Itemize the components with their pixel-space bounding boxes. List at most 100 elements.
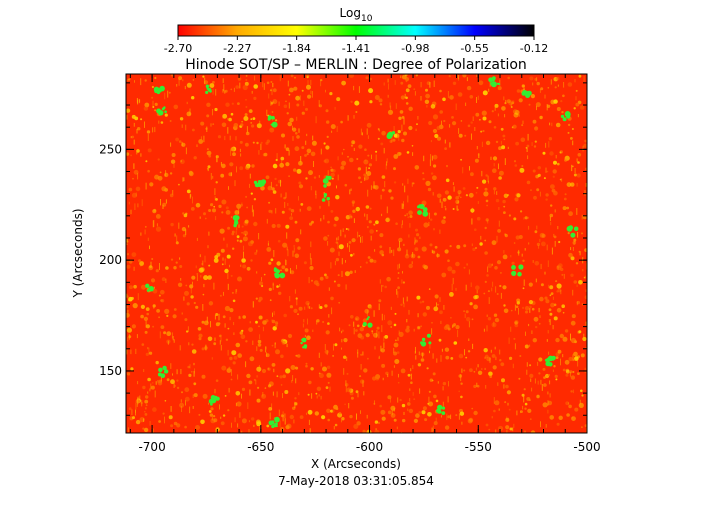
map-streak [431, 249, 433, 253]
map-mottle [426, 367, 429, 370]
map-mottle [488, 120, 492, 124]
map-streak [353, 327, 355, 335]
map-streak [504, 158, 506, 165]
map-mottle [219, 228, 225, 234]
map-streak [407, 195, 409, 203]
map-mottle [521, 165, 524, 167]
map-streak [296, 264, 297, 270]
map-streak [285, 259, 286, 266]
map-mottle [506, 194, 510, 197]
map-mottle [521, 84, 525, 88]
map-mottle [381, 188, 385, 192]
map-mottle [395, 339, 397, 342]
map-mottle [245, 195, 248, 198]
map-streak [563, 82, 565, 88]
map-mottle [359, 327, 364, 332]
map-streak [522, 405, 524, 410]
map-streak [404, 93, 406, 99]
map-patch [570, 232, 576, 238]
map-streak [130, 349, 132, 355]
map-mottle [256, 366, 262, 372]
map-mottle [299, 162, 303, 165]
map-streak [409, 223, 411, 228]
map-streak [306, 133, 308, 137]
map-streak [415, 346, 416, 353]
map-mottle [564, 329, 569, 333]
map-mottle [580, 353, 585, 358]
map-mottle [166, 331, 172, 337]
map-streak [395, 103, 397, 109]
map-streak [315, 194, 317, 199]
map-mottle [141, 343, 145, 346]
map-streak [308, 419, 310, 425]
map-streak [378, 356, 380, 360]
map-streak [337, 242, 339, 249]
map-mottle [171, 153, 176, 157]
map-mottle [300, 203, 304, 206]
map-mottle [575, 102, 580, 107]
map-patch [437, 409, 442, 414]
map-patch [426, 333, 431, 338]
map-streak [403, 201, 404, 207]
map-mottle [540, 283, 544, 287]
map-mottle [405, 328, 410, 333]
map-mottle [277, 239, 281, 243]
map-mottle [553, 235, 557, 239]
map-streak [210, 321, 211, 328]
map-streak [480, 235, 482, 240]
map-mottle [207, 336, 213, 342]
map-patch [367, 323, 371, 327]
map-mottle [489, 375, 493, 379]
map-mottle [358, 235, 361, 237]
map-mottle [463, 266, 466, 269]
map-mottle [559, 178, 562, 181]
map-mottle [250, 192, 253, 195]
map-streak [222, 78, 224, 84]
map-mottle [270, 258, 274, 262]
map-mottle [552, 169, 557, 174]
map-mottle [538, 357, 543, 362]
map-mottle [567, 82, 573, 87]
map-mottle [581, 394, 584, 397]
map-mottle [202, 393, 208, 399]
map-streak [349, 189, 351, 195]
map-streak [289, 296, 291, 302]
map-mottle [287, 121, 293, 127]
map-mottle [290, 365, 296, 370]
map-streak [468, 269, 470, 275]
map-streak [316, 395, 318, 399]
map-streak [255, 379, 257, 385]
map-mottle [268, 287, 272, 291]
map-mottle [364, 148, 367, 151]
map-mottle [498, 170, 504, 176]
map-mottle [149, 182, 154, 187]
map-streak [196, 144, 198, 147]
map-mottle [416, 325, 421, 330]
map-mottle [498, 176, 502, 180]
map-streak [457, 330, 459, 338]
map-mottle [393, 323, 397, 327]
map-streak [495, 356, 497, 361]
map-mottle [220, 421, 225, 426]
map-mottle [343, 148, 345, 151]
map-streak [158, 120, 160, 124]
map-mottle [294, 253, 300, 259]
colorbar-ticks: -2.70 -2.27 -1.84 -1.41 -0.98 -0.55 -0.12 [164, 36, 548, 55]
map-patch [148, 286, 154, 292]
map-streak [262, 81, 264, 88]
map-streak [549, 393, 551, 398]
map-mottle [390, 196, 394, 200]
map-mottle [232, 247, 235, 250]
map-streak [503, 96, 505, 101]
map-mottle [399, 398, 402, 402]
map-streak [248, 429, 250, 433]
map-mottle [530, 94, 536, 99]
map-mottle [542, 367, 546, 371]
map-streak [340, 229, 342, 237]
map-streak [398, 330, 400, 334]
map-mottle [141, 284, 146, 290]
map-streak [518, 308, 519, 315]
map-mottle [238, 315, 241, 318]
map-streak [292, 375, 294, 381]
map-mottle [381, 130, 386, 136]
